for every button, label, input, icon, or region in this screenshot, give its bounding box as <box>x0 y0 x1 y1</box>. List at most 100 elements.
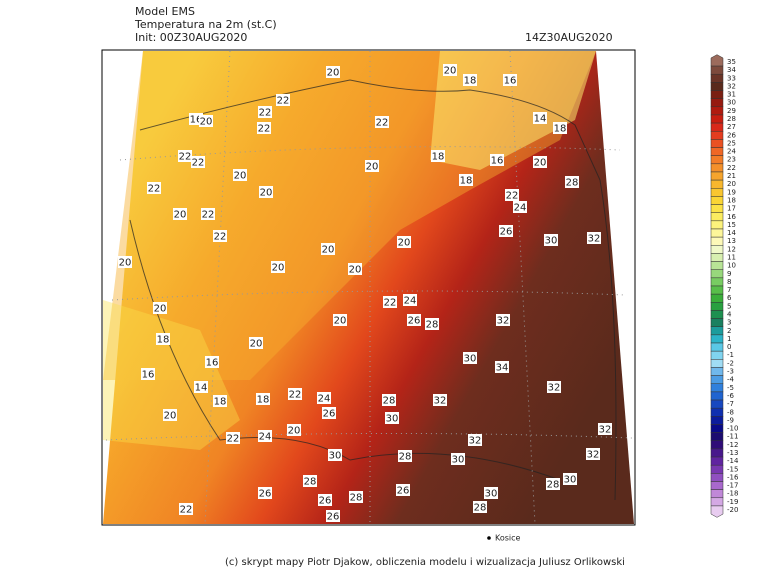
contour-label-box <box>495 361 509 373</box>
contour-label-box <box>233 169 247 181</box>
colorbar-swatch <box>710 326 724 336</box>
contour-label: 22 <box>277 96 290 107</box>
colorbar-label: -3 <box>727 368 734 376</box>
colorbar-swatch <box>710 399 724 409</box>
colorbar-swatch <box>710 179 724 189</box>
contour-label: 18 <box>432 152 445 163</box>
contour-label-box <box>587 232 601 244</box>
colorbar-swatch <box>710 163 724 173</box>
contour-label-box <box>505 189 519 201</box>
contour-label-box <box>258 430 272 442</box>
contour-label: 16 <box>206 358 219 369</box>
contour-label: 32 <box>469 436 482 447</box>
colorbar-swatch <box>710 334 724 344</box>
contour-label: 28 <box>547 480 560 491</box>
contour-label: 26 <box>408 316 421 327</box>
contour-label-box <box>365 160 379 172</box>
contour-label-box <box>385 412 399 424</box>
contour-label-box <box>288 388 302 400</box>
colorbar-label: 30 <box>727 99 736 107</box>
colorbar-label: 32 <box>727 82 736 90</box>
colorbar-label: 3 <box>727 319 731 327</box>
colorbar-label: 27 <box>727 123 736 131</box>
contour-label-box <box>563 473 577 485</box>
contour-label-box <box>153 302 167 314</box>
colorbar-swatch <box>710 302 724 311</box>
colorbar-label: 5 <box>727 302 731 310</box>
colorbar-label: -10 <box>727 425 738 433</box>
contour-label-box <box>333 314 347 326</box>
contour-label-box <box>468 434 482 446</box>
contour-label-box <box>547 381 561 393</box>
contour-label: 34 <box>496 363 509 374</box>
contour-label: 26 <box>397 486 410 497</box>
contour-label: 22 <box>192 158 205 169</box>
contour-label: 30 <box>485 489 498 500</box>
colorbar-label: -1 <box>727 351 734 359</box>
colorbar-swatch <box>710 342 724 352</box>
contour-label-box <box>326 66 340 78</box>
contour-label: 24 <box>514 203 527 214</box>
colorbar-label: 22 <box>727 164 736 172</box>
colorbar-swatch <box>710 367 724 376</box>
colorbar-label: 1 <box>727 335 731 343</box>
contour-label: 30 <box>564 475 577 486</box>
contour-label-box <box>199 115 213 127</box>
contour-label-box <box>156 333 170 345</box>
colorbar-swatch <box>710 253 724 262</box>
colorbar-swatch <box>710 293 724 303</box>
colorbar-swatch <box>710 359 724 368</box>
contour-label-box <box>317 392 331 404</box>
colorbar-label: -19 <box>727 498 738 506</box>
colorbar-swatch <box>710 204 724 213</box>
contour-label-box <box>249 337 263 349</box>
contour-label-box <box>397 236 411 248</box>
colorbar-swatch <box>710 285 724 295</box>
contour-label-box <box>194 381 208 393</box>
colorbar-label: -5 <box>727 384 734 392</box>
contour-label-box <box>256 393 270 405</box>
contour-label: 30 <box>386 414 399 425</box>
colorbar-label: -17 <box>727 482 738 490</box>
contour-label: 20 <box>272 263 285 274</box>
colorbar-label: -20 <box>727 506 738 514</box>
colorbar-swatch <box>710 155 724 165</box>
contour-label-box <box>213 395 227 407</box>
contour-label-box <box>349 491 363 503</box>
colorbar-label: 35 <box>727 58 736 66</box>
contour-label-box <box>258 106 272 118</box>
contour-label: 28 <box>350 493 363 504</box>
colorbar-label: 11 <box>727 253 736 261</box>
colorbar-swatch <box>710 277 724 287</box>
contour-label-box <box>226 432 240 444</box>
footer-credit: (c) skrypt mapy Piotr Djakow, obliczenia… <box>225 557 625 568</box>
contour-label-box <box>533 156 547 168</box>
contour-label: 20 <box>349 265 362 276</box>
contour-label: 32 <box>587 450 600 461</box>
city-dot <box>487 536 491 540</box>
colorbar-swatch <box>710 196 724 205</box>
colorbar-label: 29 <box>727 107 736 115</box>
contour-label-box <box>433 394 447 406</box>
colorbar-label: 8 <box>727 278 731 286</box>
colorbar-swatch <box>710 65 724 75</box>
contour-label-box <box>271 261 285 273</box>
contour-label: 24 <box>259 432 272 443</box>
cool-area <box>103 300 240 450</box>
contour-label: 16 <box>142 370 155 381</box>
contour-label-box <box>318 494 332 506</box>
contour-label-box <box>546 478 560 490</box>
contour-label-box <box>147 182 161 194</box>
contour-label: 26 <box>327 512 340 523</box>
colorbar-label: -4 <box>727 376 735 384</box>
contour-label-box <box>544 234 558 246</box>
contour-label-box <box>533 112 547 124</box>
contour-label-box <box>443 64 457 76</box>
contour-label: 22 <box>259 108 272 119</box>
colorbar-swatch <box>710 497 724 507</box>
contour-label: 22 <box>214 232 227 243</box>
colorbar-swatch <box>710 171 724 181</box>
colorbar-label: -11 <box>727 433 738 441</box>
contour-label: 22 <box>202 210 215 221</box>
colorbar-label: 24 <box>727 148 736 156</box>
